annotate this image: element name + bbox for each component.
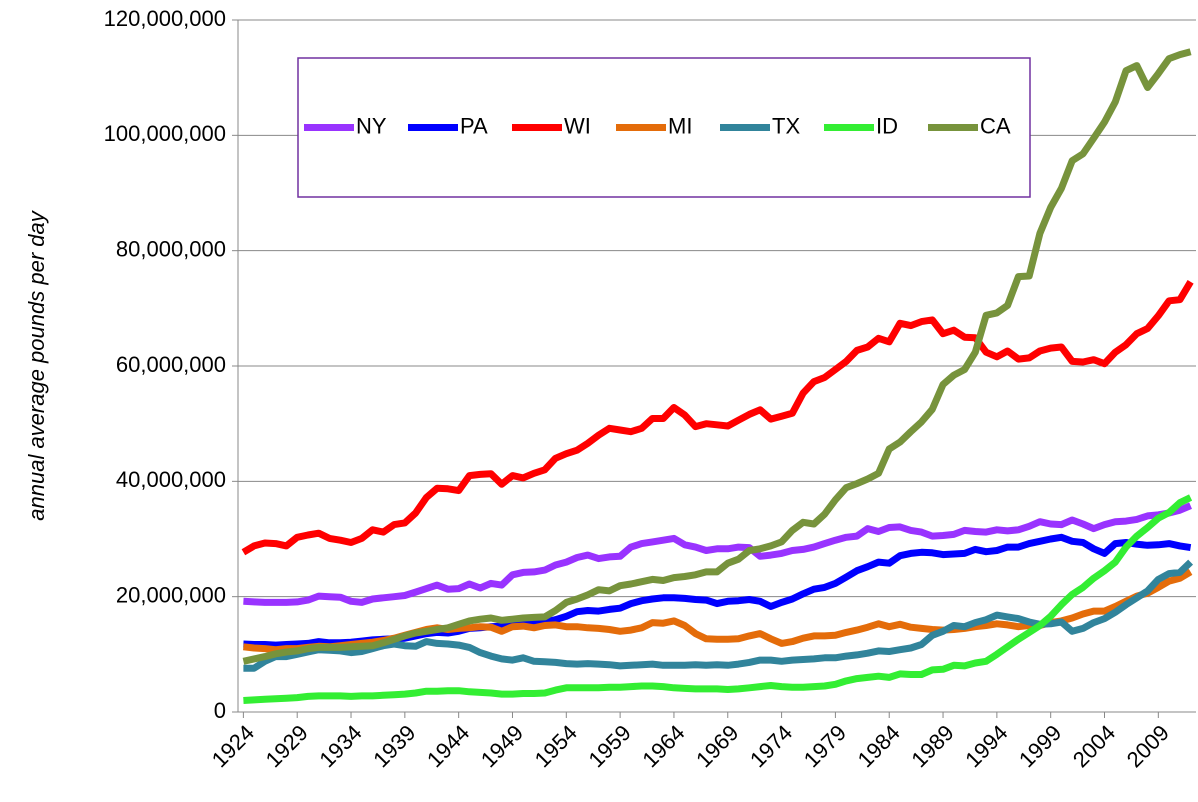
y-tick-label: 60,000,000: [116, 352, 226, 377]
x-tick-label: 1949: [476, 720, 528, 772]
legend-label: CA: [980, 113, 1011, 138]
series-line: [243, 559, 1194, 672]
series-line: [241, 280, 1194, 556]
x-tick-label: 1924: [207, 720, 259, 772]
series-line: [242, 48, 1192, 665]
x-tick-label: 1944: [422, 720, 474, 772]
x-tick-label: 1929: [261, 720, 313, 772]
x-tick-label: 1979: [799, 720, 851, 772]
y-tick-label: 20,000,000: [116, 582, 226, 607]
y-tick-label: 100,000,000: [104, 121, 226, 146]
x-tick-label: 1939: [368, 720, 420, 772]
x-tick-label: 2009: [1122, 720, 1174, 772]
x-tick-label: 1999: [1014, 720, 1066, 772]
series-line: [243, 533, 1192, 649]
legend-label: TX: [772, 113, 800, 138]
y-tick-label: 80,000,000: [116, 236, 226, 261]
x-tick-label: 1989: [906, 720, 958, 772]
y-tick-label: 0: [214, 698, 226, 723]
series-line: [243, 494, 1193, 704]
legend-label: NY: [356, 113, 387, 138]
legend-label: ID: [876, 113, 898, 138]
series-line: [243, 502, 1192, 606]
legend-label: MI: [668, 113, 692, 138]
series-line: [243, 568, 1193, 654]
x-tick-label: 2004: [1068, 720, 1120, 772]
legend-label: PA: [460, 113, 488, 138]
x-tick-label: 1994: [960, 720, 1012, 772]
y-tick-label: 120,000,000: [104, 6, 226, 31]
legend-label: WI: [564, 113, 591, 138]
x-tick-label: 1964: [637, 720, 689, 772]
x-tick-label: 1974: [745, 720, 797, 772]
x-tick-label: 1984: [853, 720, 905, 772]
y-axis-label: annual average pounds per day: [24, 209, 49, 520]
x-tick-label: 1969: [691, 720, 743, 772]
x-tick-label: 1954: [530, 720, 582, 772]
y-tick-label: 40,000,000: [116, 467, 226, 492]
x-tick-label: 1934: [314, 720, 366, 772]
x-tick-label: 1959: [583, 720, 635, 772]
